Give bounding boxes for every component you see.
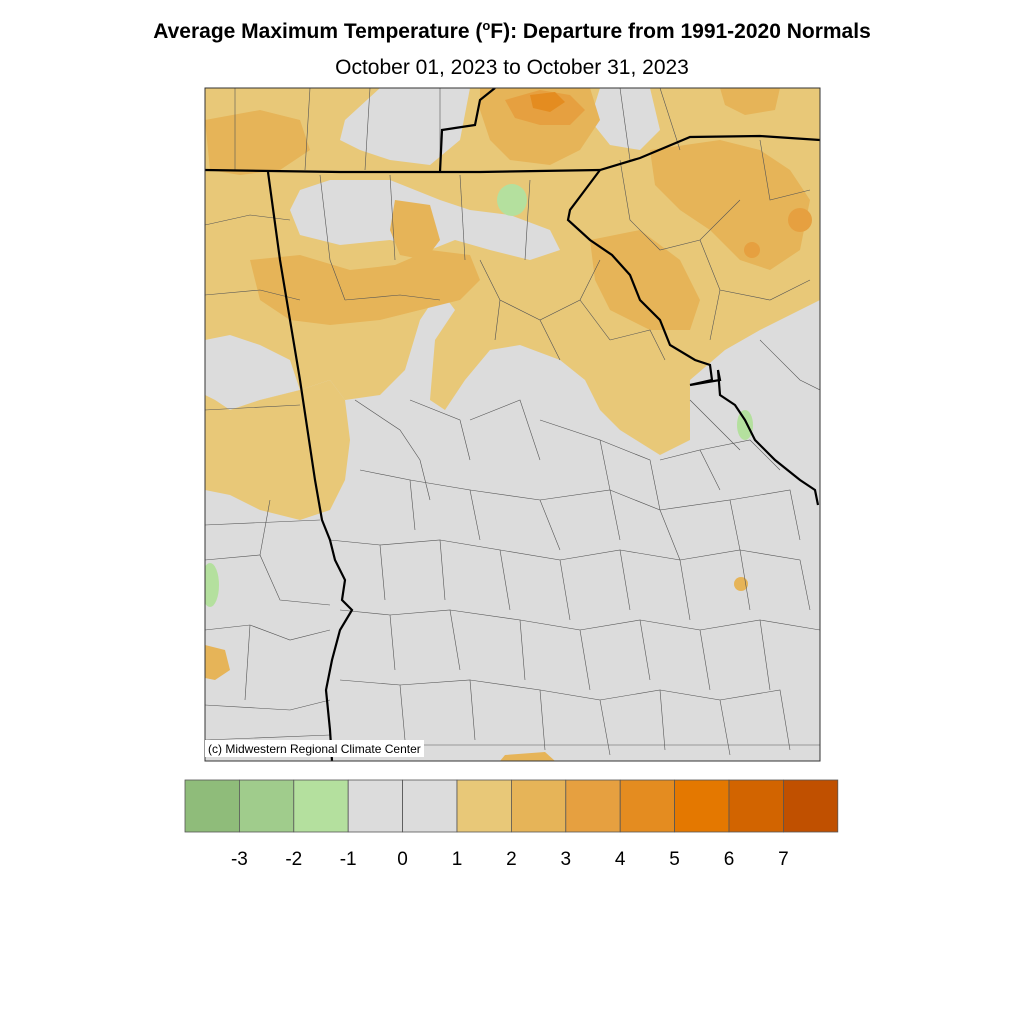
warm2-spot-3	[734, 577, 748, 591]
state-border-ga-sc	[566, 169, 820, 506]
warm4-patch	[530, 92, 565, 112]
cool-patch-1	[497, 184, 527, 216]
warm2-patch-4	[650, 140, 810, 270]
neutral-pocket-west	[205, 335, 300, 410]
warm3-spot-2	[744, 242, 760, 258]
warm2-patch-1	[250, 250, 480, 325]
cool-patch-2	[737, 410, 753, 440]
title-suffix: F): Departure from 1991-2020 Normals	[490, 20, 871, 43]
title-prefix: Average Maximum Temperature (	[153, 20, 483, 43]
warm2-patch-9	[500, 752, 555, 761]
cool-patch-3	[205, 563, 219, 607]
warm3-spot-1	[788, 208, 812, 232]
state-borders	[205, 88, 820, 761]
neutral-pocket-east	[590, 88, 660, 150]
warm2-patch-7	[720, 88, 780, 115]
state-border-nc-tn	[438, 88, 496, 173]
title-degree: o	[482, 18, 491, 33]
warm2-patch-2	[390, 200, 440, 260]
warm-region-west	[205, 380, 350, 520]
warm2-patch-6	[205, 110, 310, 175]
warm2-patch-3	[590, 230, 700, 330]
warm2-patch-8	[205, 645, 230, 680]
map-title: Average Maximum Temperature (oF): Depart…	[0, 18, 1024, 44]
neutral-pocket-northeast	[340, 88, 470, 165]
state-border-al-ga	[266, 171, 354, 761]
map-subtitle: October 01, 2023 to October 31, 2023	[335, 56, 689, 79]
credit-label: (c) Midwestern Regional Climate Center	[205, 740, 424, 757]
map-frame	[204, 87, 821, 762]
state-border-horizontal	[205, 134, 820, 174]
